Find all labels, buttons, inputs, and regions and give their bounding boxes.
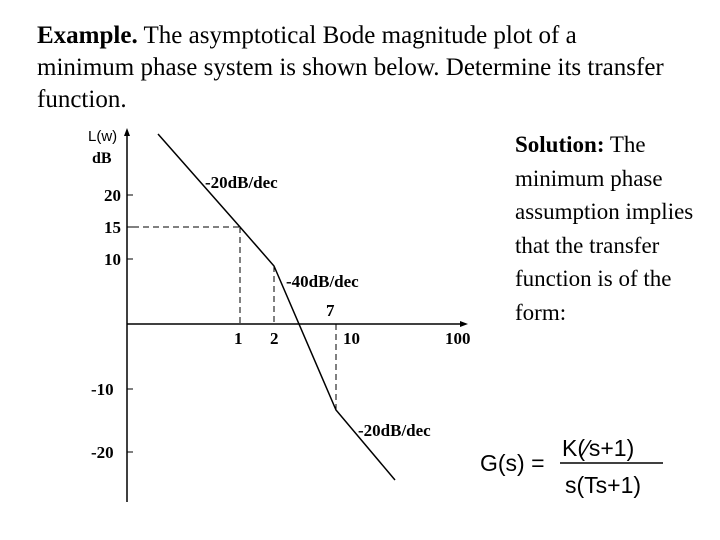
x-tick-label: 100 [445,329,471,348]
formula-numerator: K(⁄s+1) [562,435,634,461]
slope-label-3: -20dB/dec [358,421,431,440]
slope-label-2: -40dB/dec [286,272,359,291]
y-tick-label: 10 [104,250,121,269]
magnitude-asymptote [157,133,396,481]
problem-text: The asymptotical Bode magnitude plot of … [37,22,664,113]
x-axis-arrow [460,321,468,327]
formula-denominator: s(Ts+1) [565,472,641,498]
x-tick-label: 7 [326,301,335,320]
y-tick-label: 15 [104,218,121,237]
y-axis-label: L(w) [88,128,117,145]
formula-lhs: G(s) = [480,450,545,476]
y-tick-label: 20 [104,186,121,205]
y-axis-unit: dB [92,150,112,167]
solution-lead: Solution: [515,132,605,157]
slope-label-1: -20dB/dec [205,173,278,192]
transfer-function: G(s) = K(⁄s+1) s(Ts+1) [480,435,663,498]
x-tick-label: 1 [234,329,243,348]
problem-statement: Example. The asymptotical Bode magnitude… [37,20,677,116]
y-tick-label: -10 [91,380,114,399]
solution-text-block: Solution: The minimum phase assumption i… [515,128,715,329]
x-tick-label: 2 [270,329,279,348]
problem-lead: Example. [37,22,138,49]
solution-text: The minimum phase assumption implies tha… [515,132,694,325]
x-tick-label: 10 [343,329,360,348]
y-axis-arrow [124,128,130,136]
y-tick-label: -20 [91,443,114,462]
